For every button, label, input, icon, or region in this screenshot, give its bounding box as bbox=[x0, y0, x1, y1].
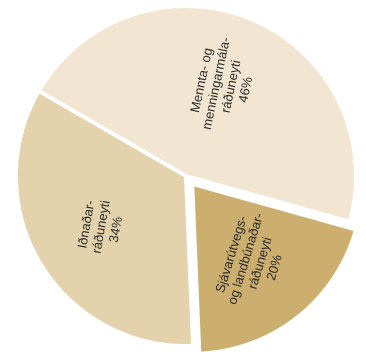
slice-value-label: 20% bbox=[263, 252, 285, 282]
slice-value-label: 46% bbox=[235, 75, 255, 104]
pie-slice-sjavarutvegs bbox=[190, 181, 358, 356]
pie-slice-idnadar bbox=[14, 89, 196, 348]
pie-slices bbox=[14, 4, 358, 356]
pie-slice-mennta-og bbox=[36, 4, 358, 224]
slice-value-label: 34% bbox=[106, 215, 125, 244]
